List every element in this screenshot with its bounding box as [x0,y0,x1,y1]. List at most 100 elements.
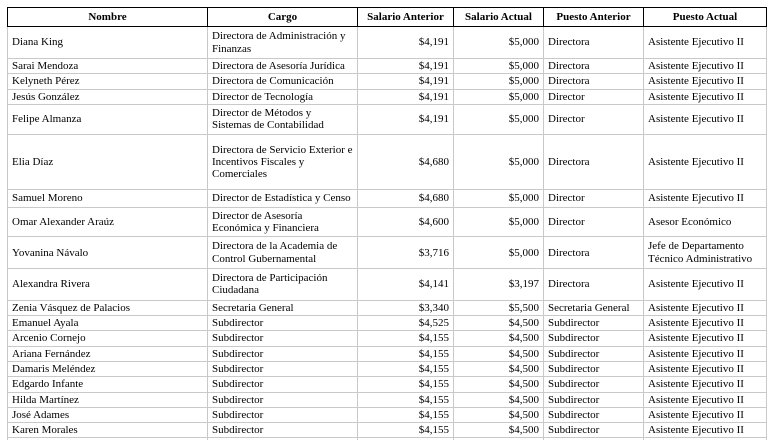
cell-salario-actual: $5,000 [453,236,544,269]
table-body: Diana King Directora de Administración y… [7,26,767,440]
cell-nombre: Sarai Mendoza [7,57,208,75]
cell-puesto-actual: Asistente Ejecutivo II [643,406,767,424]
table-row: Damaris Meléndez Subdirector $4,155 $4,5… [7,360,767,378]
cell-cargo: Subdirector [207,345,358,362]
cell-nombre: Hilda Martínez [7,391,208,408]
cell-puesto-anterior: Subdirector [543,345,644,362]
cell-cargo: Directora de Administración y Finanzas [207,26,358,59]
table-row: Arcenio Cornejo Subdirector $4,155 $4,50… [7,330,767,347]
column-header-cargo: Cargo [207,6,358,28]
cell-puesto-actual: Asesor Económico [643,206,767,238]
cell-salario-actual: $5,000 [453,57,544,75]
cell-salario-actual: $4,500 [453,360,544,378]
cell-salario-actual: $5,000 [453,103,544,135]
table-row: Hilda Martínez Subdirector $4,155 $4,500… [7,391,767,408]
cell-puesto-actual: Asistente Ejecutivo II [643,189,767,208]
cell-puesto-anterior: Subdirector [543,360,644,378]
cell-cargo: Directora de Participación Ciudadana [207,268,358,301]
table-row: Zenia Vásquez de Palacios Secretaria Gen… [7,299,767,316]
cell-puesto-actual: Asistente Ejecutivo II [643,57,767,75]
cell-salario-anterior: $4,155 [357,376,454,393]
cell-nombre: Karen Morales [7,422,208,439]
cell-puesto-anterior: Directora [543,26,644,59]
cell-puesto-actual: Asistente Ejecutivo II [643,391,767,408]
cell-salario-actual: $3,197 [453,268,544,301]
header-row: Nombre Cargo Salario Anterior Salario Ac… [7,6,767,28]
cell-nombre: Alexandra Rivera [7,268,208,301]
cell-salario-anterior: $4,155 [357,330,454,347]
cell-puesto-actual: Asistente Ejecutivo II [643,376,767,393]
cell-puesto-actual: Asistente Ejecutivo II [643,330,767,347]
table-row: Edgardo Infante Subdirector $4,155 $4,50… [7,376,767,393]
cell-salario-anterior: $4,525 [357,314,454,332]
table-header: Nombre Cargo Salario Anterior Salario Ac… [7,6,767,28]
cell-nombre: Kelyneth Pérez [7,73,208,90]
cell-salario-anterior: $4,191 [357,26,454,59]
cell-puesto-anterior: Subdirector [543,391,644,408]
cell-cargo: Subdirector [207,391,358,408]
cell-puesto-actual: Asistente Ejecutivo II [643,88,767,105]
cell-puesto-anterior: Subdirector [543,330,644,347]
cell-salario-actual: $5,000 [453,26,544,59]
column-header-nombre: Nombre [7,6,208,28]
cell-salario-actual: $5,000 [453,133,544,191]
cell-cargo: Director de Asesoría Económica y Financi… [207,206,358,238]
table-row: José Adames Subdirector $4,155 $4,500 Su… [7,406,767,424]
cell-cargo: Subdirector [207,376,358,393]
column-header-puesto-actual: Puesto Actual [643,6,767,28]
cell-salario-anterior: $3,340 [357,299,454,316]
cell-salario-anterior: $4,155 [357,406,454,424]
cell-puesto-anterior: Director [543,189,644,208]
cell-cargo: Director de Métodos y Sistemas de Contab… [207,103,358,135]
table-row: Sarai Mendoza Directora de Asesoría Jurí… [7,57,767,75]
cell-puesto-actual: Jefe de Departamento Técnico Administrat… [643,236,767,269]
cell-salario-anterior: $4,600 [357,206,454,238]
cell-puesto-actual: Asistente Ejecutivo II [643,103,767,135]
cell-puesto-anterior: Directora [543,133,644,191]
cell-cargo: Subdirector [207,330,358,347]
cell-salario-anterior: $4,155 [357,360,454,378]
table-row: Karen Morales Subdirector $4,155 $4,500 … [7,422,767,439]
cell-nombre: Jesús González [7,88,208,105]
cell-salario-anterior: $3,716 [357,236,454,269]
cell-nombre: José Adames [7,406,208,424]
cell-nombre: Diana King [7,26,208,59]
table-row: Alexandra Rivera Directora de Participac… [7,268,767,301]
cell-puesto-anterior: Director [543,88,644,105]
table-row: Emanuel Ayala Subdirector $4,525 $4,500 … [7,314,767,332]
cell-salario-actual: $4,500 [453,330,544,347]
cell-nombre: Ariana Fernández [7,345,208,362]
cell-cargo: Subdirector [207,422,358,439]
cell-puesto-anterior: Directora [543,268,644,301]
table-row: Ariana Fernández Subdirector $4,155 $4,5… [7,345,767,362]
cell-puesto-actual: Asistente Ejecutivo II [643,26,767,59]
cell-salario-actual: $5,000 [453,206,544,238]
cell-cargo: Subdirector [207,314,358,332]
cell-salario-actual: $5,000 [453,189,544,208]
cell-puesto-actual: Asistente Ejecutivo II [643,268,767,301]
cell-puesto-anterior: Subdirector [543,406,644,424]
cell-cargo: Director de Tecnología [207,88,358,105]
cell-salario-actual: $4,500 [453,406,544,424]
cell-cargo: Directora de Asesoría Jurídica [207,57,358,75]
cell-salario-actual: $5,000 [453,88,544,105]
cell-puesto-anterior: Directora [543,236,644,269]
cell-salario-anterior: $4,191 [357,88,454,105]
cell-salario-anterior: $4,155 [357,422,454,439]
cell-salario-actual: $5,500 [453,299,544,316]
cell-nombre: Omar Alexander Araúz [7,206,208,238]
cell-salario-actual: $4,500 [453,422,544,439]
column-header-salario-actual: Salario Actual [453,6,544,28]
cell-puesto-actual: Asistente Ejecutivo II [643,314,767,332]
column-header-puesto-anterior: Puesto Anterior [543,6,644,28]
cell-puesto-actual: Asistente Ejecutivo II [643,345,767,362]
table-row: Elia Díaz Directora de Servicio Exterior… [7,133,767,191]
table-row: Jesús González Director de Tecnología $4… [7,88,767,105]
table-row: Diana King Directora de Administración y… [7,26,767,59]
table-row: Samuel Moreno Director de Estadística y … [7,189,767,208]
cell-nombre: Edgardo Infante [7,376,208,393]
cell-salario-anterior: $4,191 [357,103,454,135]
cell-salario-actual: $4,500 [453,345,544,362]
cell-salario-anterior: $4,191 [357,73,454,90]
cell-salario-actual: $4,500 [453,376,544,393]
